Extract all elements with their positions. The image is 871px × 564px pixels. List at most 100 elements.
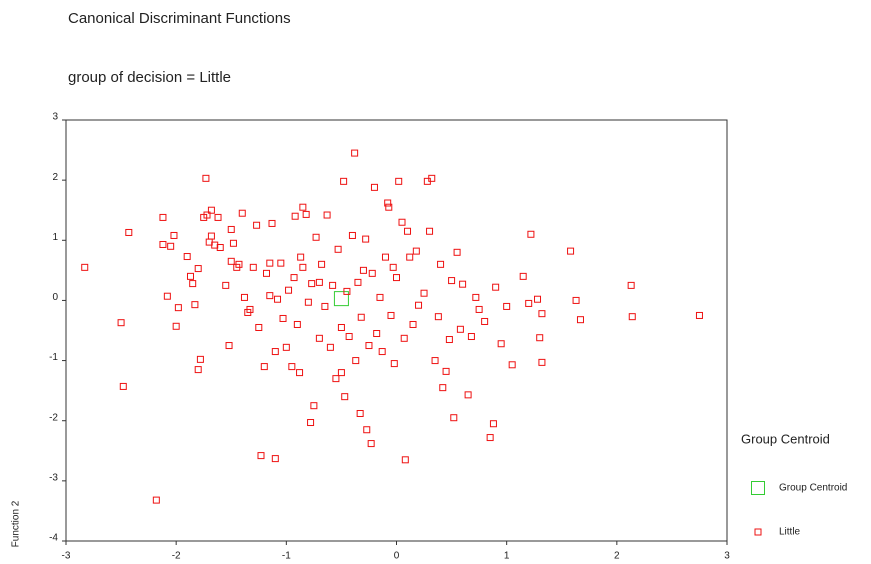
legend-swatch [755, 529, 761, 535]
point [446, 337, 452, 343]
point [476, 306, 482, 312]
point [410, 321, 416, 327]
point [526, 300, 532, 306]
point [267, 293, 273, 299]
point [275, 296, 281, 302]
point [443, 368, 449, 374]
point [175, 305, 181, 311]
point [454, 249, 460, 255]
point [349, 232, 355, 238]
point [239, 210, 245, 216]
point [316, 279, 322, 285]
point [342, 394, 348, 400]
point [311, 403, 317, 409]
point [396, 178, 402, 184]
point [333, 376, 339, 382]
point [261, 364, 267, 370]
y-tick-label: -1 [49, 352, 58, 363]
point [355, 279, 361, 285]
point [286, 287, 292, 293]
point [226, 343, 232, 349]
x-tick-label: 0 [394, 551, 400, 562]
point [358, 314, 364, 320]
point [520, 273, 526, 279]
legend-title: Group Centroid [741, 431, 830, 446]
point [369, 270, 375, 276]
point [528, 231, 534, 237]
point [292, 213, 298, 219]
point [504, 303, 510, 309]
point [346, 334, 352, 340]
point [82, 264, 88, 270]
point [364, 427, 370, 433]
point [416, 302, 422, 308]
point [374, 331, 380, 337]
point [184, 254, 190, 260]
point [228, 226, 234, 232]
point [272, 456, 278, 462]
point [352, 150, 358, 156]
point [465, 392, 471, 398]
chart: Canonical Discriminant Functions group o… [0, 0, 871, 564]
point [399, 219, 405, 225]
point [283, 344, 289, 350]
point [316, 335, 322, 341]
point [168, 243, 174, 249]
point [468, 334, 474, 340]
point [377, 294, 383, 300]
point [297, 370, 303, 376]
point [327, 344, 333, 350]
point [487, 435, 493, 441]
point [509, 362, 515, 368]
point [573, 297, 579, 303]
point [126, 229, 132, 235]
point [298, 254, 304, 260]
point [230, 240, 236, 246]
point [258, 453, 264, 459]
x-tick-label: 1 [504, 551, 510, 562]
point [289, 364, 295, 370]
point [330, 282, 336, 288]
point [427, 228, 433, 234]
point [435, 314, 441, 320]
point [338, 370, 344, 376]
point [208, 233, 214, 239]
y-tick-label: -3 [49, 472, 58, 483]
point [382, 254, 388, 260]
x-tick-label: -2 [172, 551, 181, 562]
point [305, 299, 311, 305]
point [160, 241, 166, 247]
point [368, 441, 374, 447]
point [278, 260, 284, 266]
y-tick-label: 0 [52, 292, 58, 303]
y-tick-label: 1 [52, 232, 58, 243]
point [118, 320, 124, 326]
point [539, 311, 545, 317]
point [322, 303, 328, 309]
point [401, 335, 407, 341]
point [451, 415, 457, 421]
point [303, 211, 309, 217]
point [371, 184, 377, 190]
point [153, 497, 159, 503]
point [357, 410, 363, 416]
point [267, 260, 273, 266]
point [577, 317, 583, 323]
point [308, 420, 314, 426]
point [241, 294, 247, 300]
point [269, 220, 275, 226]
point [319, 261, 325, 267]
point [402, 457, 408, 463]
point [300, 204, 306, 210]
point [379, 349, 385, 355]
chart-title: Canonical Discriminant Functions [68, 10, 291, 27]
point [490, 421, 496, 427]
point [366, 343, 372, 349]
x-tick-label: 3 [724, 551, 730, 562]
point [334, 292, 348, 306]
point [228, 258, 234, 264]
point [449, 278, 455, 284]
point [535, 296, 541, 302]
point [173, 323, 179, 329]
y-tick-label: -4 [49, 533, 58, 544]
